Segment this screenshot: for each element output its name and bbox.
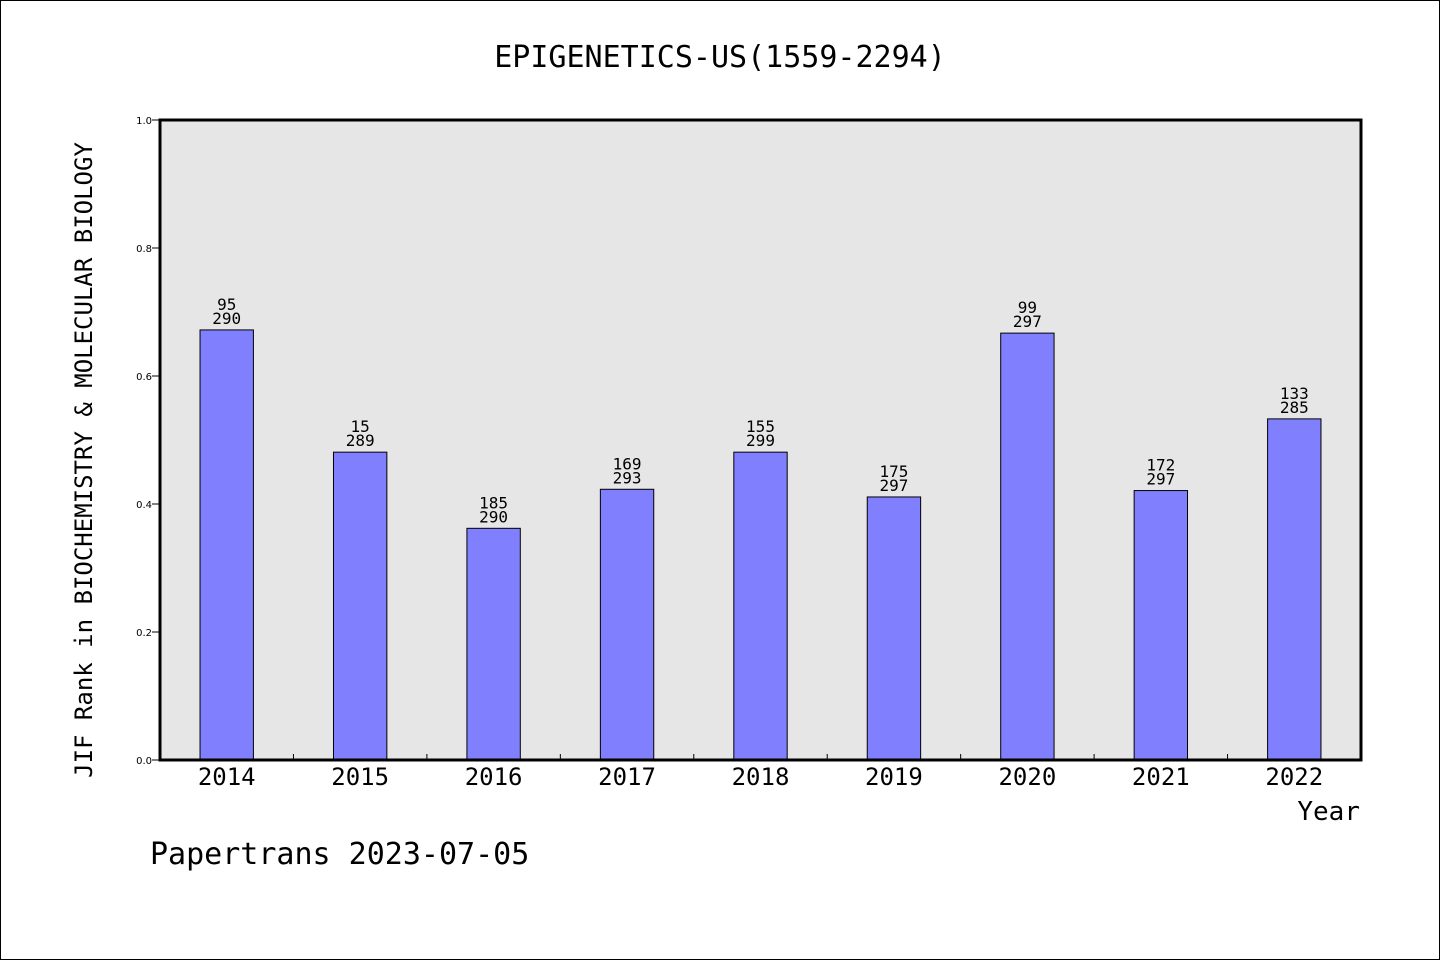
- bar-2022: [1267, 418, 1322, 761]
- x-tick-label-2018: 2018: [732, 763, 790, 791]
- bar-2014: [199, 329, 254, 761]
- y-tick-label: 0.4: [136, 500, 152, 511]
- y-tick-label: 0.0: [136, 756, 152, 767]
- bar-label-top-2018: 155: [746, 417, 775, 436]
- bar-label-bottom-2014: 290: [212, 309, 241, 328]
- bar-2016: [466, 527, 521, 761]
- bar-label-bottom-2016: 290: [479, 507, 508, 526]
- x-tick-label-2019: 2019: [865, 763, 923, 791]
- bar-2020: [1000, 332, 1055, 761]
- bar-label-top-2022: 133: [1280, 384, 1309, 403]
- bar-label-bottom-2021: 297: [1146, 470, 1175, 489]
- bar-label-bottom-2018: 299: [746, 431, 775, 450]
- y-tick-label: 0.8: [136, 244, 152, 255]
- bar-label-bottom-2015: 289: [346, 431, 375, 450]
- x-axis-label: Year: [1297, 797, 1360, 827]
- bar-2017: [599, 488, 655, 761]
- bar-label-top-2017: 169: [613, 454, 642, 473]
- x-tick-label-2016: 2016: [465, 763, 523, 791]
- chart-title: EPIGENETICS-US(1559-2294): [494, 40, 946, 75]
- y-tick-label: 0.2: [136, 628, 152, 639]
- x-tick-label-2021: 2021: [1132, 763, 1190, 791]
- y-axis-label: JIF Rank in BIOCHEMISTRY & MOLECULAR BIO…: [70, 142, 98, 778]
- y-tick-label: 0.6: [136, 372, 152, 383]
- bar-label-bottom-2017: 293: [613, 468, 642, 487]
- bar-label-bottom-2022: 285: [1280, 398, 1309, 417]
- footer-credit: Papertrans 2023-07-05: [150, 837, 529, 872]
- bar-label-top-2014: 95: [217, 295, 236, 314]
- x-tick-label-2020: 2020: [998, 763, 1056, 791]
- axis-ticks: 2014 2015 2016 2017 2018 2019 2020 2021 2022 0.0 0…: [136, 116, 1323, 791]
- plot-border: [158, 118, 1363, 762]
- bar-label-top-2019: 175: [879, 462, 908, 481]
- bar-label-bottom-2019: 297: [879, 476, 908, 495]
- bar-label-bottom-2020: 297: [1013, 312, 1042, 331]
- bars-group: 9529015289185290169293155299175297992971…: [199, 295, 1322, 761]
- x-tick-label-2015: 2015: [331, 763, 389, 791]
- bar-label-top-2020: 99: [1018, 298, 1037, 317]
- bar-label-top-2015: 15: [351, 417, 370, 436]
- bar-2018: [733, 451, 788, 761]
- y-tick-label: 1.0: [136, 116, 152, 127]
- bar-2015: [332, 451, 388, 761]
- x-tick-label-2017: 2017: [598, 763, 656, 791]
- x-tick-label-2022: 2022: [1265, 763, 1323, 791]
- bar-label-top-2016: 185: [479, 493, 508, 512]
- bar-label-top-2021: 172: [1146, 456, 1175, 475]
- x-tick-label-2014: 2014: [198, 763, 256, 791]
- bar-2019: [866, 496, 922, 761]
- bar-2021: [1133, 490, 1189, 761]
